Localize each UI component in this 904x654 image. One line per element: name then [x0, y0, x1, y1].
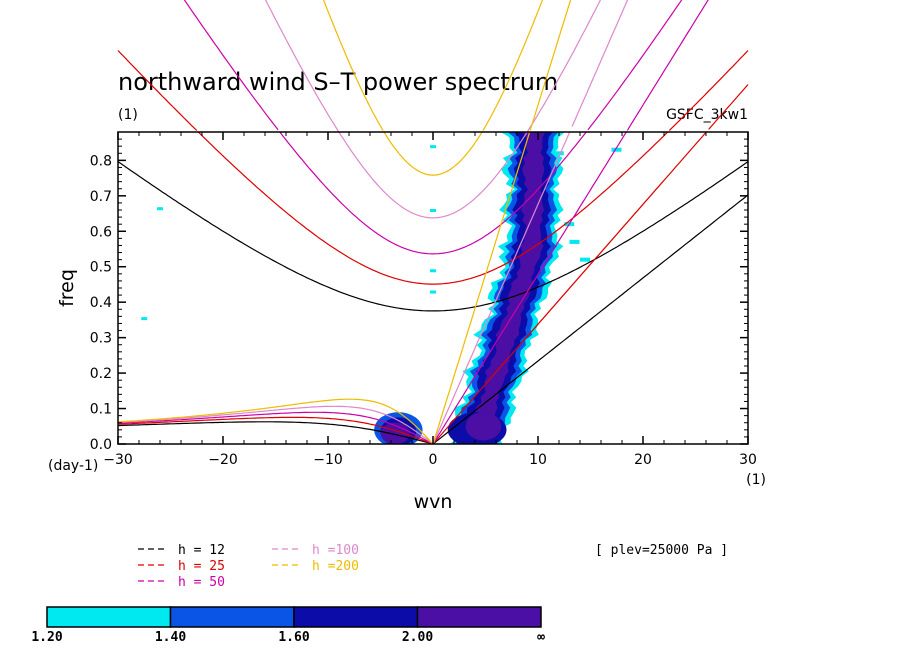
power-speck	[430, 290, 436, 294]
x-tick-label: 0	[429, 452, 438, 468]
power-speck	[611, 147, 622, 152]
colorbar-segment	[293, 606, 419, 628]
x-tick-label: −20	[208, 452, 238, 468]
er-curve-h200	[118, 398, 434, 444]
chart-subtitle-right: GSFC_3kw1	[666, 107, 748, 123]
curve-extension-h100	[264, 0, 340, 132]
curve-extension-h25	[668, 50, 749, 131]
colorbar-label: ∞	[537, 630, 545, 645]
power-speck	[157, 207, 163, 211]
dispersion-curves-upper	[117, 0, 749, 132]
colorbar-label: 1.60	[278, 630, 309, 645]
ig1-curve-h50	[279, 132, 588, 255]
er-curve-h50	[118, 411, 434, 444]
y-tick-label: 0.4	[90, 295, 112, 311]
legend-label: h = 25	[178, 559, 225, 574]
colorbar-label: 2.00	[402, 630, 433, 645]
y-tick-label: 0.5	[90, 260, 112, 276]
power-speck	[141, 317, 148, 321]
power-speck	[430, 145, 436, 149]
y-tick-label: 0.0	[90, 437, 112, 453]
er-curve-h100	[118, 405, 434, 444]
legend-label: h = 50	[178, 575, 225, 590]
curve-extension-h100	[526, 0, 602, 132]
x-tick-label: 30	[739, 452, 757, 468]
ig1-curve-h25	[197, 132, 669, 285]
chart-subtitle-left: (1)	[118, 107, 138, 123]
power-speck	[430, 269, 436, 273]
y-tick-label: 0.3	[90, 331, 112, 347]
power-speck	[553, 151, 564, 156]
plot-frame	[117, 131, 749, 445]
curve-extension-h50	[587, 0, 683, 131]
kelvin-curve-h50	[432, 132, 628, 444]
dispersion-curves-layer	[118, 132, 748, 444]
y-tick-label: 0.1	[90, 402, 112, 418]
kelvin-curve-h25	[432, 132, 708, 444]
axis-ticks: −30 −20 −10 0 10 20 30 0.0 0.1 0.2 0.3 0.4 0.5 0.6 0.7…	[90, 132, 757, 468]
ig1-curve-h12	[118, 161, 748, 312]
y-unit-label: (day-1)	[48, 458, 98, 474]
power-speck	[569, 239, 580, 244]
x-tick-label: −30	[103, 452, 133, 468]
curve-extension-h200	[482, 0, 544, 131]
y-tick-label: 0.2	[90, 366, 112, 382]
ig1-curve-h100	[338, 132, 528, 219]
x-unit-label: (1)	[746, 472, 766, 488]
y-tick-label: 0.8	[90, 153, 112, 169]
power-speck	[580, 257, 590, 262]
x-tick-label: 10	[529, 452, 547, 468]
power-level-4	[465, 412, 502, 441]
legend-label: h =100	[312, 543, 359, 558]
curve-extension-h25	[708, 84, 749, 130]
y-tick-label: 0.6	[90, 224, 112, 240]
y-axis-label: freq	[56, 269, 78, 307]
colorbar-segment	[416, 606, 542, 628]
colorbar-segment	[169, 606, 295, 628]
curve-extension-h50	[183, 0, 279, 131]
curve-extension-h50	[626, 0, 709, 131]
x-tick-label: −10	[313, 452, 343, 468]
plev-annotation: [ plev=25000 Pa ]	[595, 543, 728, 558]
kelvin-curve-h200	[432, 132, 531, 444]
curve-extension-h200	[322, 0, 384, 131]
ig1-curve-h200	[383, 132, 483, 176]
colorbar: 1.20 1.40 1.60 2.00 ∞	[31, 606, 545, 645]
colorbar-segment	[46, 606, 172, 628]
power-speck	[430, 209, 436, 212]
x-tick-label: 20	[634, 452, 652, 468]
chart-title: northward wind S–T power spectrum	[118, 68, 558, 96]
legend-label: h =200	[312, 559, 359, 574]
x-axis-label: wvn	[414, 491, 453, 513]
y-tick-label: 0.7	[90, 189, 112, 205]
legend-label: h = 12	[178, 543, 225, 558]
power-level-4	[467, 132, 546, 444]
colorbar-label: 1.40	[155, 630, 186, 645]
curve-extension-h100	[571, 0, 629, 127]
curve-extension-h25	[117, 50, 198, 131]
kelvin-curve-h100	[432, 132, 571, 444]
er-curve-h25	[118, 416, 434, 444]
curve-extension-h200	[529, 0, 572, 131]
er-curve-h12	[118, 421, 434, 444]
kelvin-curve-h12	[432, 194, 748, 444]
colorbar-label: 1.20	[31, 630, 62, 645]
